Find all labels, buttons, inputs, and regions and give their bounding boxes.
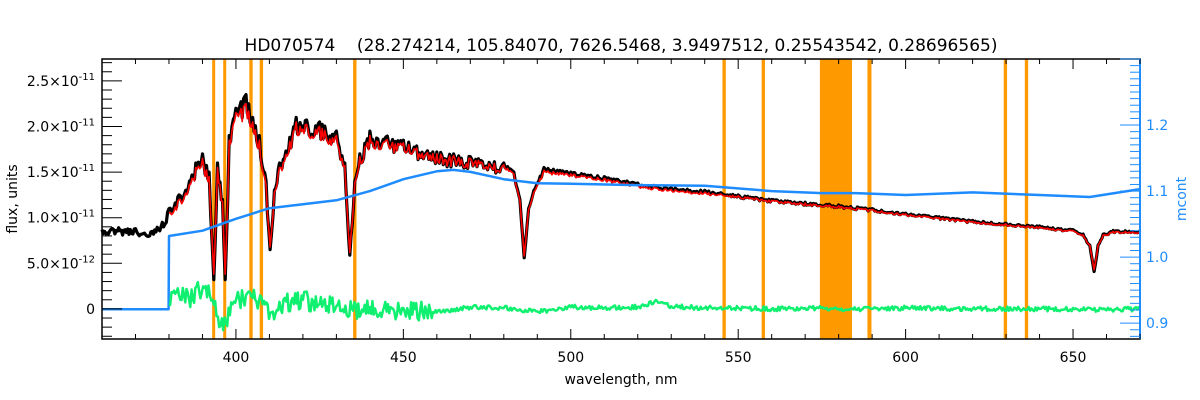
y-axis-title: flux, units: [5, 164, 21, 233]
masked-region: [249, 59, 253, 339]
masked-region: [1024, 59, 1029, 339]
masked-region: [722, 59, 726, 339]
continuum-series-line: [102, 168, 1141, 311]
masked-region: [1003, 59, 1008, 339]
y2-tick-label: 1.2: [1146, 118, 1168, 134]
y-tick-label: 1.0×10-11: [27, 209, 95, 227]
x-tick-label: 500: [557, 350, 584, 366]
x-tick-label: 400: [223, 350, 250, 366]
masked-region: [223, 59, 227, 339]
x-axis-title: wavelength, nm: [565, 372, 678, 388]
plot-frame: [101, 58, 1141, 340]
masked-regions: [212, 59, 1029, 339]
x-tick-label: 650: [1060, 350, 1087, 366]
masked-region: [819, 59, 853, 339]
masked-region: [259, 59, 264, 339]
masked-region: [867, 59, 872, 339]
masked-region: [212, 59, 216, 339]
axes: 400 450 500 550 600 650 0 5.0×10-12 1.0×10-11 1.5…: [27, 58, 1168, 366]
model-series-line: [168, 102, 1141, 275]
y-tick-label: 2.0×10-11: [27, 117, 95, 135]
x-tick-label: 600: [892, 350, 919, 366]
residual-series-line: [168, 280, 1141, 332]
y-tick-label: 5.0×10-12: [27, 254, 95, 272]
observed-series-line: [100, 93, 1142, 282]
y-tick-label: 1.5×10-11: [27, 163, 95, 181]
x-tick-label: 450: [390, 350, 417, 366]
y-tick-label: 2.5×10-11: [27, 72, 95, 90]
chart-title: HD070574 (28.274214, 105.84070, 7626.546…: [245, 36, 998, 56]
x-tick-label: 550: [725, 350, 752, 366]
y2-tick-label: 1.1: [1146, 184, 1168, 200]
y2-tick-label: 0.9: [1146, 316, 1168, 332]
series-layer: [100, 93, 1142, 332]
y2-axis-title: mcont: [1174, 176, 1190, 221]
y-tick-label: 0: [86, 302, 95, 318]
y2-tick-label: 1.0: [1146, 250, 1168, 266]
